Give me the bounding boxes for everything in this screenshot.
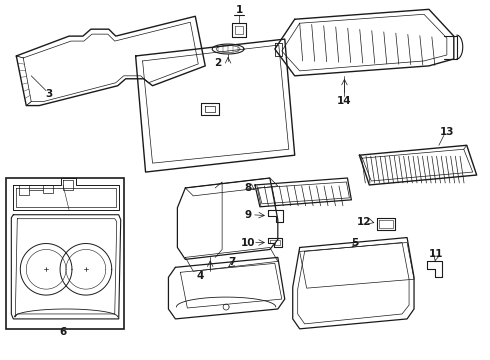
Text: 4: 4 — [196, 271, 204, 281]
Text: 8: 8 — [245, 183, 251, 193]
Text: 7: 7 — [228, 257, 236, 267]
Text: 14: 14 — [337, 96, 352, 105]
Text: 9: 9 — [245, 210, 251, 220]
Text: 5: 5 — [351, 238, 358, 248]
Text: 12: 12 — [357, 217, 371, 227]
Text: 3: 3 — [46, 89, 53, 99]
Text: 13: 13 — [440, 127, 454, 138]
Text: 10: 10 — [241, 238, 255, 248]
Text: 2: 2 — [215, 58, 222, 68]
Text: 11: 11 — [429, 249, 443, 260]
Text: 1: 1 — [235, 5, 243, 15]
Text: 6: 6 — [59, 327, 67, 337]
